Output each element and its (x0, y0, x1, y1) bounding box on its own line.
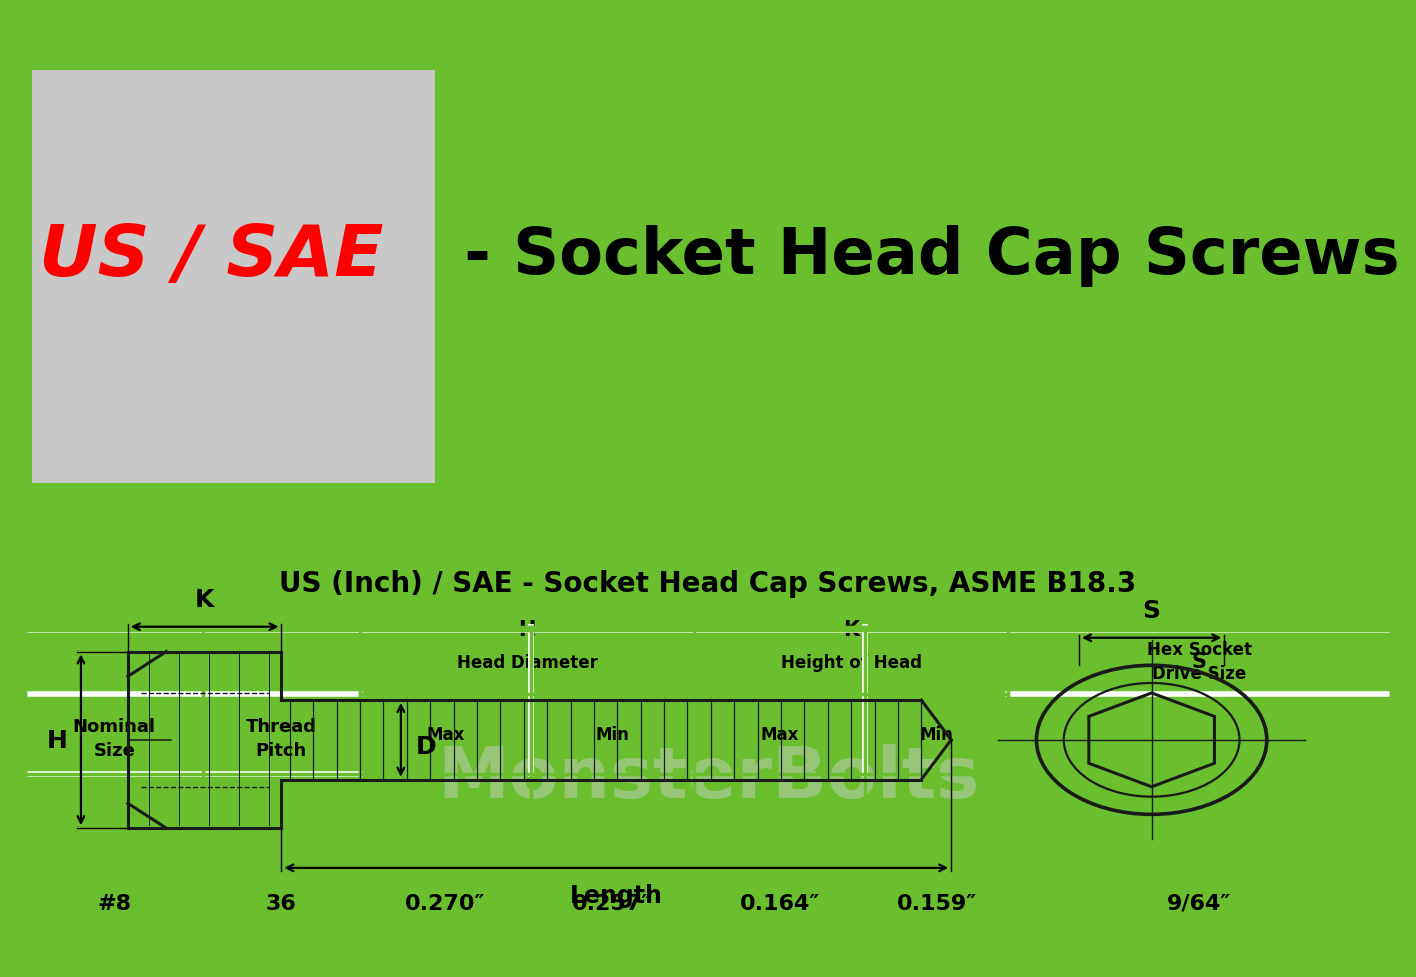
Text: Head Diameter: Head Diameter (457, 654, 598, 671)
Text: Min: Min (920, 725, 953, 743)
Text: 0.164″: 0.164″ (739, 893, 820, 913)
Text: Hex Socket
Drive Size: Hex Socket Drive Size (1147, 641, 1252, 682)
Text: 0.159″: 0.159″ (896, 893, 977, 913)
FancyBboxPatch shape (33, 70, 435, 484)
Text: Thread
Pitch: Thread Pitch (246, 717, 317, 759)
Text: #8: #8 (98, 893, 132, 913)
Text: Max: Max (760, 725, 799, 743)
Text: 0.257″: 0.257″ (572, 893, 653, 913)
Text: H: H (47, 728, 68, 752)
Text: S: S (1192, 652, 1206, 671)
Text: K: K (844, 619, 860, 639)
Text: 9/64″: 9/64″ (1167, 893, 1232, 913)
Text: D: D (416, 735, 438, 759)
Text: Max: Max (426, 725, 464, 743)
Text: Height of Head: Height of Head (780, 654, 922, 671)
Text: H: H (518, 619, 535, 639)
Text: MonsterBolts: MonsterBolts (438, 743, 978, 812)
Text: Length: Length (569, 883, 663, 908)
Text: K: K (195, 587, 214, 612)
Text: 0.270″: 0.270″ (405, 893, 486, 913)
Text: Min: Min (596, 725, 629, 743)
Text: 36: 36 (266, 893, 297, 913)
Text: US (Inch) / SAE - Socket Head Cap Screws, ASME B18.3: US (Inch) / SAE - Socket Head Cap Screws… (279, 570, 1137, 597)
Text: S: S (1143, 599, 1161, 622)
Text: US / SAE: US / SAE (40, 222, 384, 290)
Text: Nominal
Size: Nominal Size (72, 717, 156, 759)
Text: - Socket Head Cap Screws: - Socket Head Cap Screws (442, 225, 1399, 287)
